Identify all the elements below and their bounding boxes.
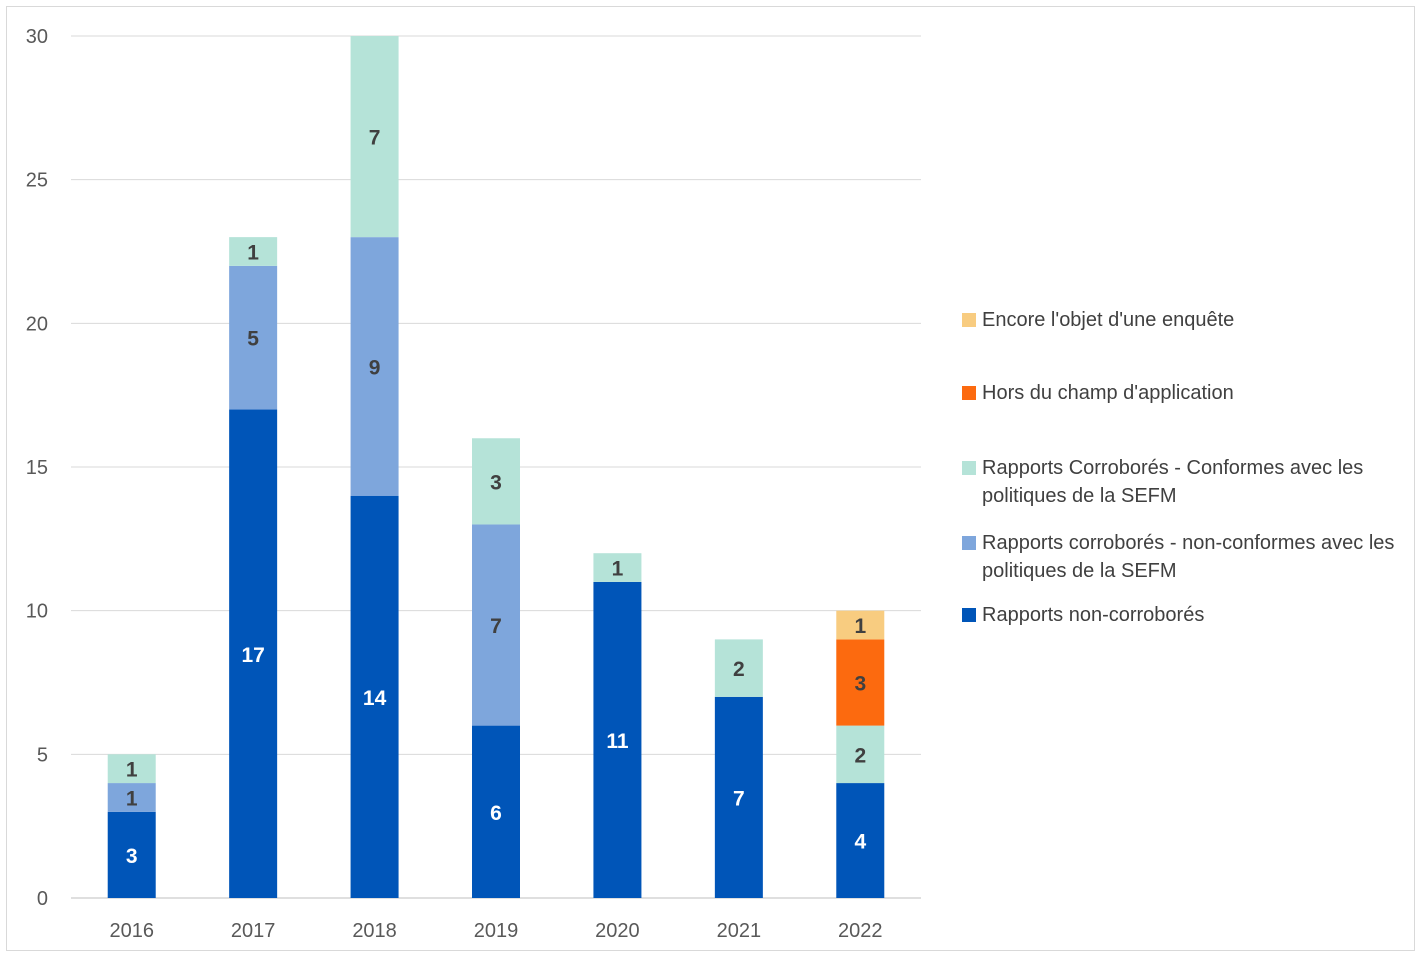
legend-item: Rapports Corroborés - Conformes avec les… <box>962 454 1412 510</box>
bar-segment <box>350 237 399 496</box>
bar-segment <box>714 639 763 697</box>
bar-segment <box>714 696 763 898</box>
data-label: 7 <box>369 127 381 150</box>
data-label: 11 <box>606 730 629 753</box>
data-label: 14 <box>363 687 387 710</box>
x-tick-label: 2022 <box>838 920 883 942</box>
bar-segment <box>107 754 156 784</box>
y-tick-label: 0 <box>37 888 48 910</box>
x-tick-label: 2021 <box>717 920 762 942</box>
data-label: 1 <box>126 759 138 782</box>
y-tick-label: 15 <box>26 457 48 479</box>
data-label: 4 <box>854 831 866 854</box>
x-tick-label: 2018 <box>352 920 397 942</box>
bar-segment <box>472 438 520 525</box>
data-label: 5 <box>247 328 259 351</box>
legend-label: Hors du champ d'application <box>982 382 1234 404</box>
data-label: 1 <box>612 558 624 581</box>
bar-segment <box>836 783 885 898</box>
y-tick-label: 30 <box>26 26 48 48</box>
legend-item: Rapports corroborés - non-conformes avec… <box>962 529 1412 585</box>
data-label: 3 <box>126 845 138 868</box>
bar-segment <box>107 783 156 812</box>
bar-segment <box>229 265 278 410</box>
x-tick-label: 2020 <box>595 920 640 942</box>
bar-segment <box>836 639 885 726</box>
bar-segment <box>472 725 520 898</box>
legend-label: Rapports non-corroborés <box>982 604 1205 626</box>
bar-segment <box>350 495 399 898</box>
x-tick-label: 2017 <box>231 920 276 942</box>
data-label: 7 <box>490 615 502 638</box>
legend-swatch <box>962 313 976 327</box>
data-label: 9 <box>369 356 381 379</box>
data-label: 17 <box>241 644 264 667</box>
legend-swatch <box>962 386 976 400</box>
x-axis-ticks: 2016 2017 2018 2019 2020 2021 2022 <box>109 920 882 942</box>
bar-segment <box>350 36 399 238</box>
legend-label: Encore l'objet d'une enquête <box>982 309 1235 331</box>
bar-segment <box>472 524 520 726</box>
data-label: 1 <box>854 615 866 638</box>
legend-item: Encore l'objet d'une enquête <box>962 306 1412 334</box>
y-tick-label: 20 <box>26 313 48 335</box>
data-label: 7 <box>733 787 745 810</box>
x-tick-label: 2016 <box>109 920 154 942</box>
y-tick-label: 10 <box>26 601 48 623</box>
bar-segment <box>229 409 278 898</box>
bar-segment <box>593 553 642 582</box>
data-label: 2 <box>854 744 866 767</box>
chart-frame <box>6 6 1415 951</box>
data-label: 3 <box>854 673 866 696</box>
bar-segment <box>836 725 885 784</box>
bar-segment <box>593 581 642 898</box>
legend-label: Rapports corroborés - non-conformes avec… <box>982 532 1395 582</box>
bar-segment <box>836 610 885 640</box>
data-label: 1 <box>126 787 138 810</box>
bar-segment <box>229 237 278 266</box>
bar-segment <box>107 811 156 898</box>
y-tick-label: 5 <box>37 744 48 766</box>
x-tick-label: 2019 <box>474 920 519 942</box>
data-label: 2 <box>733 658 745 681</box>
data-label: 6 <box>490 802 502 825</box>
bars <box>107 36 885 898</box>
y-tick-label: 25 <box>26 170 48 192</box>
legend-item: Hors du champ d'application <box>962 379 1412 407</box>
gridlines <box>71 35 921 899</box>
legend-label: Rapports Corroborés - Conformes avec les… <box>982 457 1364 507</box>
legend-swatch <box>962 536 976 550</box>
legend-swatch <box>962 608 976 622</box>
data-label: 1 <box>247 242 259 265</box>
y-axis-ticks: 0 5 10 15 20 25 30 <box>26 26 48 910</box>
legend-item: Rapports non-corroborés <box>962 601 1412 629</box>
legend-swatch <box>962 461 976 475</box>
data-label: 3 <box>490 471 502 494</box>
